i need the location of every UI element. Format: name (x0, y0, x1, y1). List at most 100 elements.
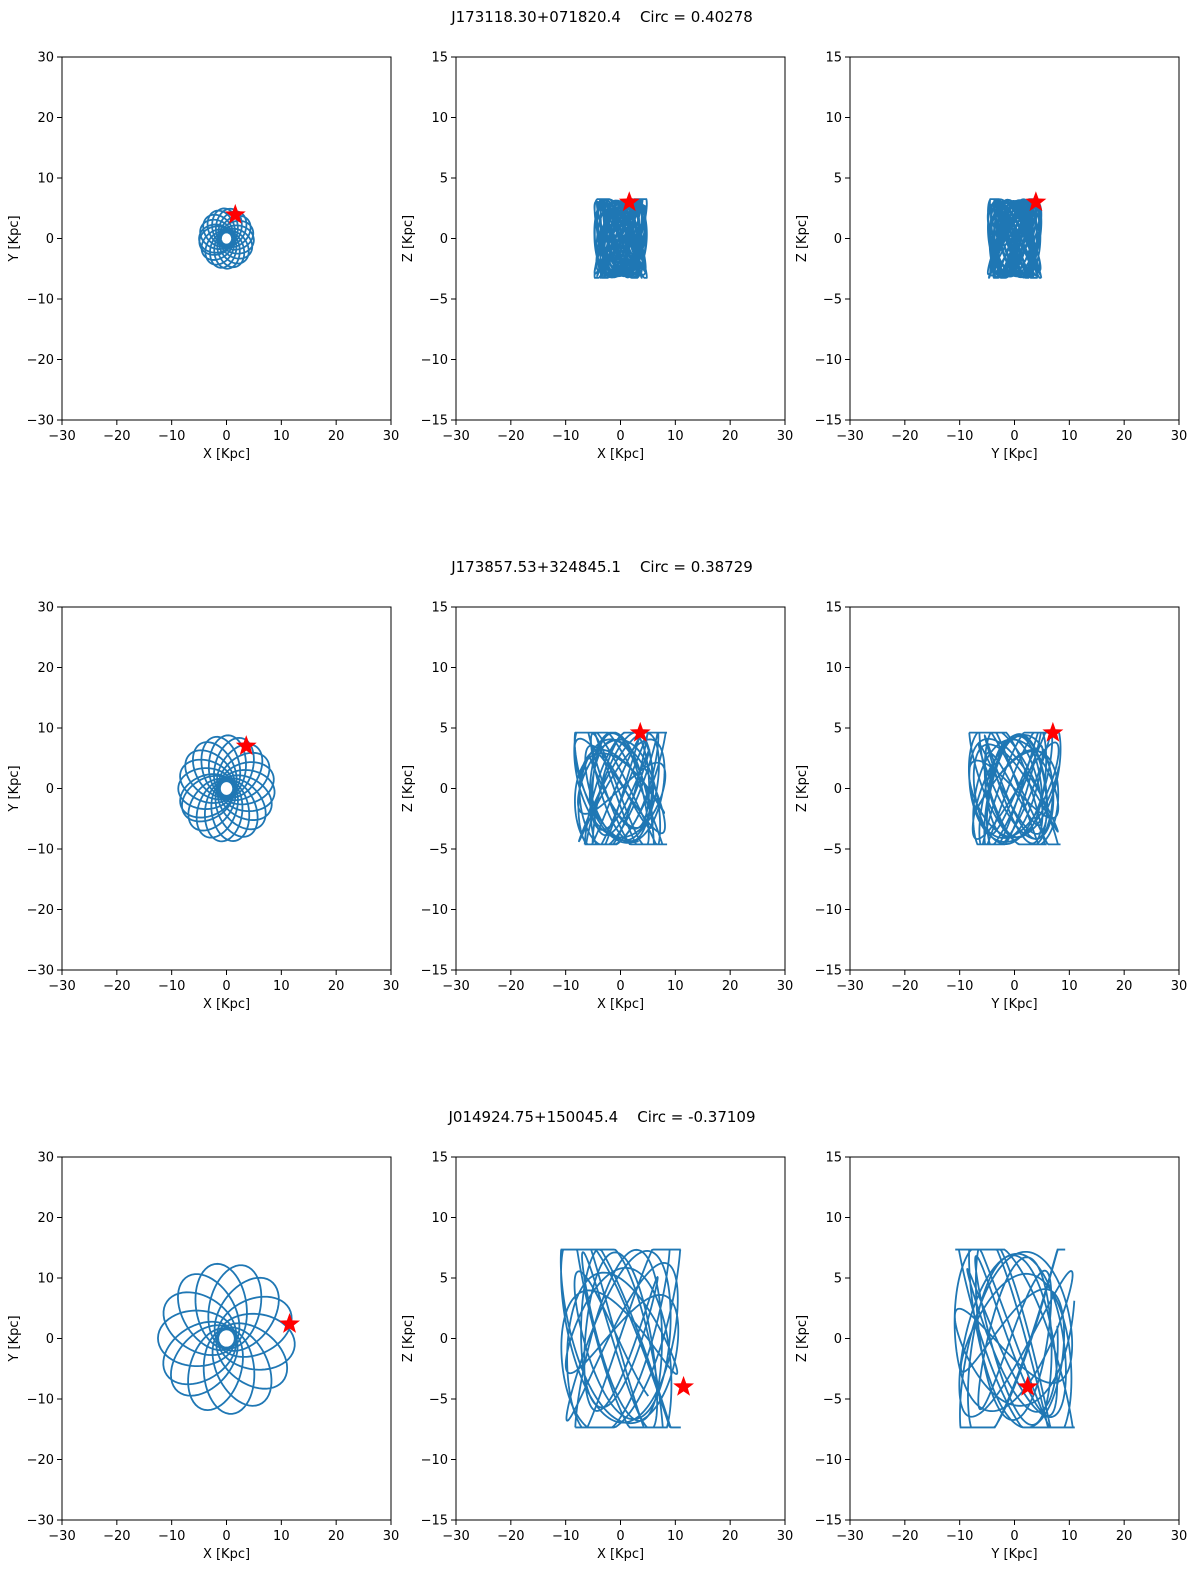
x-tick-label: 10 (667, 1529, 684, 1544)
y-tick-label: 10 (825, 661, 842, 676)
star-marker (629, 721, 651, 742)
x-tick-label: 0 (222, 979, 230, 994)
x-tick-label: −20 (103, 1529, 130, 1544)
x-tick-label: −30 (48, 429, 75, 444)
x-tick-label: −10 (946, 429, 973, 444)
orbit-line (593, 198, 648, 279)
x-axis-label: Y [Kpc] (990, 447, 1037, 462)
x-tick-label: −10 (552, 429, 579, 444)
orbit-line (573, 731, 668, 846)
x-tick-label: −10 (552, 979, 579, 994)
x-tick-label: −10 (158, 429, 185, 444)
star-marker (1017, 1375, 1039, 1396)
x-tick-label: −30 (836, 429, 863, 444)
y-tick-label: −5 (429, 1393, 448, 1408)
y-tick-label: −10 (421, 903, 448, 918)
y-tick-label: −20 (27, 1453, 54, 1468)
star-marker (279, 1312, 301, 1333)
x-axis-label: X [Kpc] (597, 447, 644, 462)
x-tick-label: 20 (722, 1529, 739, 1544)
y-axis-label: Z [Kpc] (401, 1315, 416, 1362)
x-tick-label: 20 (1116, 1529, 1133, 1544)
x-axis-label: Y [Kpc] (990, 1547, 1037, 1562)
y-tick-label: −15 (421, 964, 448, 979)
x-tick-label: 0 (1010, 979, 1018, 994)
y-tick-label: 10 (37, 722, 54, 737)
x-tick-label: 10 (1061, 1529, 1078, 1544)
y-tick-label: −10 (421, 1453, 448, 1468)
x-tick-label: −30 (836, 1529, 863, 1544)
y-tick-label: 20 (37, 1211, 54, 1226)
panel-xy: −30 −20 −10 0 10 20 30 −30 −20 −10 0 10 20 30 X [Kpc] Y… (7, 1151, 399, 1563)
panel-xz: −30 −20 −10 0 10 20 30 −15 −10 −5 0 5 10 15 X [Kpc] Z [… (401, 51, 793, 463)
x-tick-label: −10 (158, 1529, 185, 1544)
y-tick-label: 10 (431, 111, 448, 126)
y-tick-label: −5 (429, 293, 448, 308)
y-tick-label: 10 (825, 111, 842, 126)
panel-xy: −30 −20 −10 0 10 20 30 −30 −20 −10 0 10 20 30 X [Kpc] Y… (7, 601, 399, 1013)
x-tick-label: −20 (891, 1529, 918, 1544)
y-tick-label: 5 (440, 172, 448, 187)
x-tick-label: 0 (616, 429, 624, 444)
y-tick-label: 20 (37, 661, 54, 676)
x-tick-label: 20 (328, 1529, 345, 1544)
panel-yz: −30 −20 −10 0 10 20 30 −15 −10 −5 0 5 10 15 Y [Kpc] Z [… (795, 1151, 1187, 1563)
y-tick-label: −15 (815, 964, 842, 979)
x-tick-label: 30 (1171, 979, 1188, 994)
x-tick-label: −30 (442, 429, 469, 444)
x-tick-label: −30 (442, 1529, 469, 1544)
y-axis-label: Y [Kpc] (7, 765, 22, 812)
panel-xy: −30 −20 −10 0 10 20 30 −30 −20 −10 0 10 20 30 X [Kpc] Y… (7, 51, 399, 463)
x-tick-label: 0 (1010, 1529, 1018, 1544)
axes-frame (61, 606, 392, 971)
y-axis-label: Z [Kpc] (401, 765, 416, 812)
y-axis-label: Z [Kpc] (795, 1315, 810, 1362)
orbit-line (967, 731, 1062, 846)
x-tick-label: 0 (616, 979, 624, 994)
x-axis-label: X [Kpc] (203, 1547, 250, 1562)
x-tick-label: −20 (497, 979, 524, 994)
x-tick-label: −30 (442, 979, 469, 994)
x-tick-label: 20 (328, 979, 345, 994)
panel-xz: −30 −20 −10 0 10 20 30 −15 −10 −5 0 5 10 15 X [Kpc] Z [… (401, 601, 793, 1013)
x-tick-label: 0 (616, 1529, 624, 1544)
y-tick-label: −20 (27, 353, 54, 368)
y-tick-label: 30 (37, 601, 54, 616)
y-tick-label: −20 (27, 903, 54, 918)
y-tick-label: 15 (431, 1151, 448, 1166)
row-orbits-j014924: J014924.75+150045.4 Circ = -0.37109 −30−… (7, 1108, 1187, 1562)
row-orbits-j173118: J173118.30+071820.4 Circ = 0.40278 −30 −2… (7, 8, 1187, 462)
x-tick-label: 10 (667, 429, 684, 444)
panel-yz: −30 −20 −10 0 10 20 30 −15 −10 −5 0 5 10 15 Y [Kpc] Z [… (795, 51, 1187, 463)
y-tick-label: −30 (27, 1514, 54, 1529)
x-tick-label: −20 (497, 429, 524, 444)
star-marker (673, 1375, 695, 1396)
y-tick-label: 15 (431, 601, 448, 616)
y-tick-label: −5 (429, 843, 448, 858)
x-tick-label: 10 (273, 1529, 290, 1544)
x-tick-label: −20 (103, 429, 130, 444)
x-tick-label: 0 (222, 429, 230, 444)
x-tick-label: 30 (777, 1529, 794, 1544)
y-tick-label: 5 (440, 1272, 448, 1287)
x-tick-label: −10 (158, 979, 185, 994)
y-axis-label: Y [Kpc] (7, 1315, 22, 1362)
axes-frame (61, 1156, 392, 1521)
y-tick-label: 0 (46, 1332, 54, 1347)
y-tick-label: −10 (421, 353, 448, 368)
x-tick-label: −20 (891, 429, 918, 444)
x-tick-label: 10 (1061, 429, 1078, 444)
orbit-line (953, 1248, 1076, 1429)
x-tick-label: 20 (722, 979, 739, 994)
y-tick-label: −15 (421, 414, 448, 429)
y-tick-label: 15 (825, 51, 842, 66)
y-tick-label: 5 (834, 722, 842, 737)
x-tick-label: −10 (946, 1529, 973, 1544)
y-tick-label: 15 (431, 51, 448, 66)
y-tick-label: −10 (27, 293, 54, 308)
y-tick-label: 10 (431, 1211, 448, 1226)
x-tick-label: 0 (1010, 429, 1018, 444)
x-axis-label: X [Kpc] (597, 997, 644, 1012)
y-tick-label: −30 (27, 964, 54, 979)
